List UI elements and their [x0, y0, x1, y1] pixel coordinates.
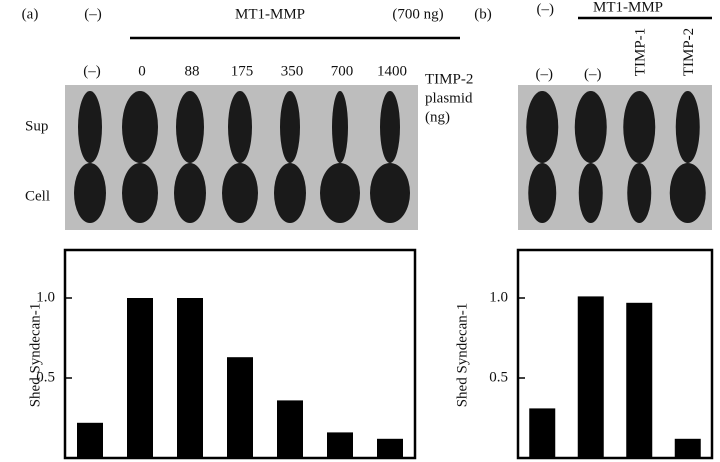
row-label: Sup	[25, 118, 48, 134]
blot-band	[274, 163, 306, 223]
lane-label: 700	[331, 63, 354, 79]
bar	[277, 400, 303, 458]
y-axis-label: Shed Syndecan-1	[454, 303, 470, 408]
lane-label: TIMP-1	[633, 28, 649, 76]
blot-band	[280, 91, 300, 163]
y-tick-label: 0.5	[36, 369, 55, 385]
blot-band	[122, 163, 158, 223]
blot-band	[627, 163, 652, 223]
control-label: (–)	[84, 6, 102, 22]
blot-band	[380, 91, 400, 163]
blot-band	[669, 163, 706, 223]
lane-label: TIMP-2	[681, 28, 697, 76]
blot-band	[320, 163, 360, 223]
y-axis-label: Shed Syndecan-1	[27, 303, 43, 408]
bar	[626, 302, 653, 458]
bar	[227, 357, 253, 458]
y-tick-label: 0.5	[489, 369, 508, 385]
lane-title: plasmid	[425, 90, 473, 106]
blot-band	[332, 91, 348, 163]
lane-label: 88	[185, 63, 200, 79]
lane-label: (–)	[83, 63, 101, 79]
blot-band	[526, 91, 559, 163]
bar	[127, 298, 153, 458]
blot-band	[623, 91, 656, 163]
blot-band	[122, 91, 158, 163]
lane-title: TIMP-2	[425, 71, 473, 87]
row-label: Cell	[25, 188, 50, 204]
plot-frame	[516, 248, 714, 460]
lane-label: (–)	[584, 66, 602, 82]
control-label: (–)	[537, 1, 555, 17]
blot-band	[174, 163, 206, 223]
bar	[377, 438, 403, 458]
blot-band	[176, 91, 204, 163]
blot-band	[528, 163, 557, 223]
bar	[674, 438, 701, 458]
blot-band	[370, 163, 410, 223]
blot-band	[78, 91, 102, 163]
blot-band	[578, 163, 603, 223]
bar	[77, 422, 103, 458]
blot-band	[228, 91, 252, 163]
blot-band	[74, 163, 106, 223]
panel-label: (a)	[22, 6, 39, 22]
panel-label: (b)	[474, 6, 492, 22]
blot-band	[222, 163, 258, 223]
bar	[327, 432, 353, 458]
group-label: MT1-MMP	[235, 6, 305, 22]
bar	[577, 296, 604, 458]
group-note: (700 ng)	[392, 6, 443, 22]
lane-label: 175	[231, 63, 254, 79]
y-tick-label: 1.0	[36, 289, 55, 305]
blot-band	[675, 91, 700, 163]
group-label: MT1-MMP	[593, 0, 663, 15]
lane-title: (ng)	[425, 109, 450, 125]
bar	[529, 408, 556, 458]
lane-label: 350	[281, 63, 304, 79]
lane-label: 0	[138, 63, 146, 79]
bar	[177, 298, 203, 458]
lane-label: (–)	[536, 66, 554, 82]
y-tick-label: 1.0	[489, 289, 508, 305]
lane-label: 1400	[377, 63, 407, 79]
blot-band	[574, 91, 607, 163]
